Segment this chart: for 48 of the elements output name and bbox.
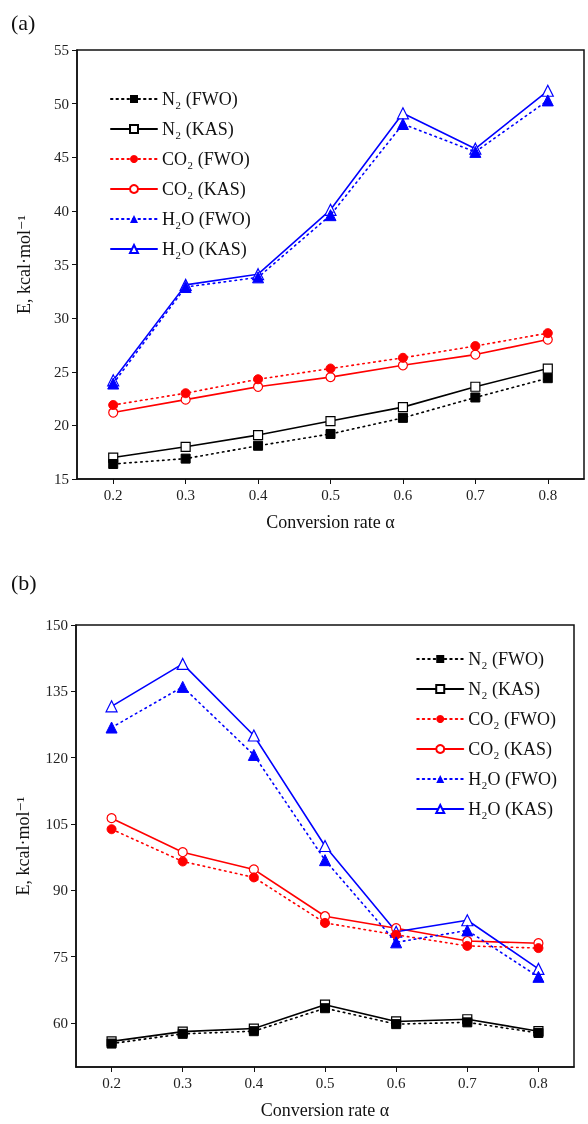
x-tick-label: 0.5 xyxy=(321,486,340,503)
y-tick-label: 25 xyxy=(54,363,69,380)
x-tick-label: 0.7 xyxy=(457,1074,478,1091)
y-tick-label: 120 xyxy=(45,749,68,766)
legend-label: CO₂ (KAS) xyxy=(162,179,246,200)
y-tick-label: 55 xyxy=(54,42,69,58)
y-tick-label: 30 xyxy=(54,310,69,327)
x-tick-label: 0.3 xyxy=(173,1074,193,1091)
legend-label: H₂O (FWO) xyxy=(468,769,558,790)
y-tick-label: 135 xyxy=(45,683,68,700)
y-tick-label: 20 xyxy=(54,417,69,434)
x-tick-label: 0.8 xyxy=(538,486,558,503)
x-tick-label: 0.2 xyxy=(102,1074,121,1091)
legend-label: N₂ (KAS) xyxy=(162,119,234,140)
y-tick-label: 60 xyxy=(53,1014,68,1031)
y-tick-label: 40 xyxy=(54,202,69,219)
y-tick-label: 15 xyxy=(54,471,69,487)
legend-label: CO₂ (KAS) xyxy=(468,739,553,760)
legend-label: N₂ (FWO) xyxy=(162,89,238,110)
x-tick-label: 0.4 xyxy=(248,486,268,503)
x-axis-title: Conversion rate α xyxy=(260,1100,390,1120)
legend-label: N₂ (KAS) xyxy=(468,679,541,700)
y-tick-label: 105 xyxy=(45,815,68,832)
legend-label: CO₂ (FWO) xyxy=(468,709,557,730)
legend-label: H₂O (FWO) xyxy=(162,209,251,230)
y-axis-title: E, kcal·mol⁻¹ xyxy=(14,215,34,314)
y-tick-label: 75 xyxy=(53,948,68,965)
x-tick-label: 0.8 xyxy=(529,1074,548,1091)
x-tick-label: 0.5 xyxy=(315,1074,335,1091)
y-axis-title: E, kcal·mol⁻¹ xyxy=(13,796,33,896)
chart-title: (a) xyxy=(11,9,36,35)
y-tick-label: 150 xyxy=(45,617,68,633)
y-tick-label: 90 xyxy=(53,882,68,899)
y-tick-label: 50 xyxy=(54,95,69,112)
legend-label: N₂ (FWO) xyxy=(468,649,545,670)
y-tick-label: 35 xyxy=(54,256,69,273)
chart-title: (b) xyxy=(11,569,37,595)
x-tick-label: 0.7 xyxy=(465,486,486,503)
x-tick-label: 0.6 xyxy=(386,1074,407,1091)
x-axis-title: Conversion rate α xyxy=(266,512,396,532)
legend-label: H₂O (KAS) xyxy=(162,239,247,260)
x-tick-label: 0.4 xyxy=(244,1074,264,1091)
x-tick-label: 0.2 xyxy=(103,486,123,503)
legend-label: H₂O (KAS) xyxy=(468,799,554,820)
legend-label: CO₂ (FWO) xyxy=(162,149,250,170)
y-tick-label: 45 xyxy=(54,149,69,166)
x-tick-label: 0.6 xyxy=(393,486,413,503)
x-tick-label: 0.3 xyxy=(176,486,196,503)
